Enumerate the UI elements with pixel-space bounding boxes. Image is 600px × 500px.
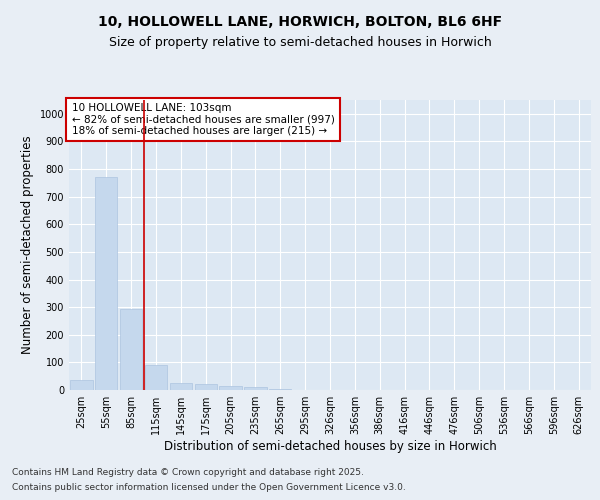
- Bar: [120, 308, 142, 390]
- Bar: [220, 386, 242, 390]
- Text: Contains public sector information licensed under the Open Government Licence v3: Contains public sector information licen…: [12, 483, 406, 492]
- Bar: [145, 365, 167, 390]
- Text: Size of property relative to semi-detached houses in Horwich: Size of property relative to semi-detach…: [109, 36, 491, 49]
- Bar: [194, 384, 217, 390]
- Bar: [70, 380, 92, 390]
- Text: 10, HOLLOWELL LANE, HORWICH, BOLTON, BL6 6HF: 10, HOLLOWELL LANE, HORWICH, BOLTON, BL6…: [98, 16, 502, 30]
- Bar: [244, 387, 266, 390]
- X-axis label: Distribution of semi-detached houses by size in Horwich: Distribution of semi-detached houses by …: [164, 440, 496, 453]
- Text: 10 HOLLOWELL LANE: 103sqm
← 82% of semi-detached houses are smaller (997)
18% of: 10 HOLLOWELL LANE: 103sqm ← 82% of semi-…: [71, 103, 334, 136]
- Bar: [269, 389, 292, 390]
- Bar: [95, 178, 118, 390]
- Text: Contains HM Land Registry data © Crown copyright and database right 2025.: Contains HM Land Registry data © Crown c…: [12, 468, 364, 477]
- Y-axis label: Number of semi-detached properties: Number of semi-detached properties: [21, 136, 34, 354]
- Bar: [170, 383, 192, 390]
